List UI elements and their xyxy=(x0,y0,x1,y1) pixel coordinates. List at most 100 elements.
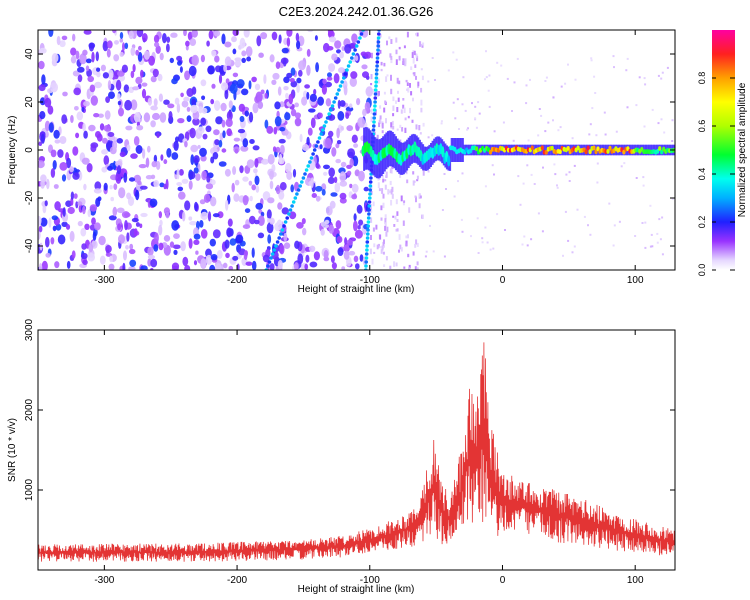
faint-speckle xyxy=(484,78,486,81)
y-tick-label: 40 xyxy=(24,48,35,60)
faint-speckle xyxy=(385,256,388,261)
faint-speckle xyxy=(660,118,663,121)
colorbar-label: Normalized spectral amplitude xyxy=(737,82,748,217)
tilted-trace-point xyxy=(266,264,270,268)
noise-blob xyxy=(221,33,226,45)
x-tick-label: -100 xyxy=(360,275,380,286)
noise-blob xyxy=(140,212,148,218)
noise-blob xyxy=(361,64,368,70)
noise-blob xyxy=(228,100,233,109)
noise-blob xyxy=(273,126,278,135)
noise-blob xyxy=(72,33,76,42)
faint-speckle xyxy=(651,245,654,248)
noise-blob xyxy=(94,181,102,191)
noise-blob xyxy=(246,159,255,169)
noise-blob xyxy=(170,32,178,38)
noise-blob xyxy=(91,217,96,225)
noise-blob xyxy=(97,196,102,202)
faint-speckle xyxy=(671,140,674,142)
noise-blob xyxy=(158,93,163,102)
noise-blob xyxy=(255,91,263,103)
noise-blob xyxy=(358,219,364,226)
tilted-trace-point xyxy=(321,128,325,132)
faint-speckle xyxy=(411,119,414,123)
faint-speckle xyxy=(416,242,419,247)
noise-blob xyxy=(186,115,192,122)
noise-blob xyxy=(95,131,101,138)
faint-speckle xyxy=(502,121,505,124)
noise-blob xyxy=(160,154,164,161)
faint-speckle xyxy=(415,75,417,80)
faint-speckle xyxy=(649,204,652,207)
vertical-trace-point xyxy=(371,128,376,132)
noise-blob xyxy=(158,242,164,251)
faint-speckle xyxy=(396,218,399,222)
faint-speckle xyxy=(478,112,481,115)
noise-blob xyxy=(193,233,201,240)
noise-blob xyxy=(171,262,180,270)
tilted-trace-point xyxy=(351,52,356,56)
tilted-trace-point xyxy=(316,140,320,144)
noise-blob xyxy=(69,230,75,242)
noise-blob xyxy=(138,164,147,169)
noise-blob xyxy=(131,217,139,223)
noise-blob xyxy=(272,146,277,153)
faint-speckle xyxy=(485,76,488,79)
noise-blob xyxy=(188,238,193,249)
noise-blob xyxy=(232,166,237,175)
signal-band-point xyxy=(658,146,662,151)
noise-blob xyxy=(339,192,347,200)
tilted-trace-point xyxy=(325,116,330,120)
faint-speckle xyxy=(419,195,422,199)
noise-blob xyxy=(201,170,207,181)
noise-blob xyxy=(222,262,228,269)
faint-speckle xyxy=(375,109,377,116)
faint-speckle xyxy=(527,139,530,142)
noise-blob xyxy=(62,207,66,217)
noise-blob xyxy=(199,220,204,228)
noise-blob xyxy=(172,244,181,250)
faint-speckle xyxy=(412,72,415,75)
noise-blob xyxy=(185,40,190,47)
vertical-trace-point xyxy=(364,260,369,264)
tilted-trace-point xyxy=(332,100,336,104)
faint-speckle xyxy=(389,168,392,174)
noise-blob xyxy=(328,224,335,234)
faint-speckle xyxy=(410,66,413,70)
noise-blob xyxy=(297,253,304,265)
noise-blob xyxy=(123,84,130,93)
vertical-trace-point xyxy=(372,112,377,116)
noise-blob xyxy=(201,95,206,101)
faint-speckle xyxy=(406,82,409,86)
faint-speckle xyxy=(382,193,385,199)
faint-speckle xyxy=(573,245,576,248)
noise-blob xyxy=(130,153,138,159)
vertical-trace-point xyxy=(367,204,372,208)
vertical-trace-point xyxy=(366,224,371,228)
faint-speckle xyxy=(641,222,644,224)
noise-blob xyxy=(124,99,132,111)
noise-blob xyxy=(143,50,150,60)
noise-blob xyxy=(173,140,179,151)
faint-speckle xyxy=(390,199,393,206)
snr-x-axis-label: Height of straight line (km) xyxy=(298,584,415,595)
noise-blob xyxy=(165,211,170,219)
faint-speckle xyxy=(565,173,568,176)
tilted-trace-point xyxy=(319,132,324,136)
tilted-trace-point xyxy=(280,228,285,232)
vertical-trace-point xyxy=(374,72,379,76)
noise-blob xyxy=(96,71,101,78)
noise-blob xyxy=(327,176,335,184)
faint-speckle xyxy=(559,126,562,129)
noise-blob xyxy=(157,73,163,82)
noise-blob xyxy=(38,160,45,169)
signal-band-point xyxy=(540,145,544,151)
faint-speckle xyxy=(485,50,487,53)
noise-blob xyxy=(128,177,136,182)
noise-blob xyxy=(325,205,333,216)
faint-speckle xyxy=(393,261,396,267)
faint-speckle xyxy=(414,243,417,248)
noise-blob xyxy=(239,165,244,174)
noise-blob xyxy=(290,184,295,193)
faint-speckle xyxy=(590,57,593,60)
